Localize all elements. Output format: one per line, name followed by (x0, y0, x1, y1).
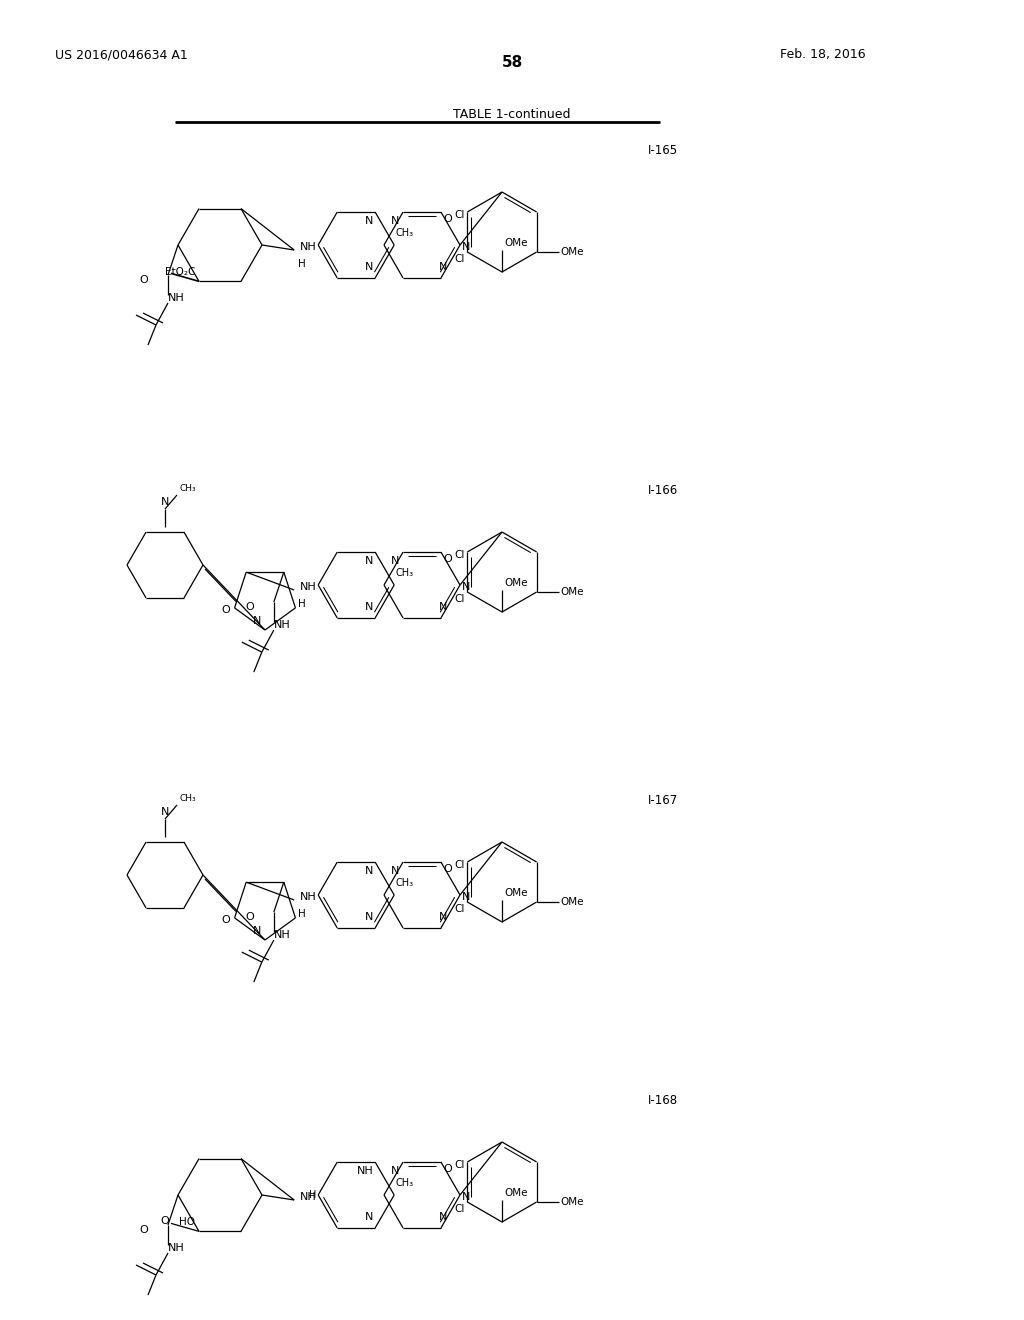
Text: N: N (390, 556, 399, 566)
Text: Cl: Cl (454, 550, 464, 560)
Text: N: N (390, 216, 399, 226)
Text: Cl: Cl (454, 594, 464, 605)
Text: NH: NH (299, 892, 316, 902)
Text: O: O (139, 1225, 148, 1236)
Text: NH: NH (273, 620, 291, 630)
Text: EtO₂C: EtO₂C (165, 268, 195, 277)
Text: O: O (221, 915, 230, 925)
Text: N: N (439, 261, 447, 272)
Text: N: N (161, 807, 169, 817)
Text: O: O (443, 554, 452, 564)
Text: O: O (221, 605, 230, 615)
Text: CH₃: CH₃ (179, 795, 196, 803)
Text: CH₃: CH₃ (396, 878, 414, 888)
Text: N: N (365, 556, 373, 566)
Text: H: H (298, 909, 306, 919)
Text: 58: 58 (502, 55, 522, 70)
Text: N: N (365, 216, 373, 226)
Text: NH: NH (168, 293, 184, 304)
Text: OMe: OMe (504, 238, 527, 248)
Text: CH₃: CH₃ (179, 484, 196, 492)
Text: N: N (390, 1166, 399, 1176)
Text: OMe: OMe (561, 587, 584, 597)
Text: Feb. 18, 2016: Feb. 18, 2016 (780, 48, 865, 61)
Text: OMe: OMe (504, 578, 527, 587)
Text: H: H (309, 1191, 316, 1200)
Text: N: N (365, 912, 373, 921)
Text: CH₃: CH₃ (396, 568, 414, 578)
Text: N: N (439, 1212, 447, 1222)
Text: N: N (253, 927, 261, 936)
Text: NH: NH (299, 582, 316, 591)
Text: O: O (160, 1216, 169, 1226)
Text: N: N (253, 616, 261, 626)
Text: OMe: OMe (561, 898, 584, 907)
Text: NH: NH (168, 1243, 184, 1253)
Text: Cl: Cl (454, 210, 464, 220)
Text: Cl: Cl (454, 1204, 464, 1214)
Text: O: O (245, 912, 254, 923)
Text: NH: NH (299, 242, 316, 252)
Text: TABLE 1-continued: TABLE 1-continued (454, 108, 570, 121)
Text: N: N (390, 866, 399, 876)
Text: NH: NH (299, 1192, 316, 1203)
Text: O: O (443, 1164, 452, 1173)
Text: N: N (365, 261, 373, 272)
Text: N: N (365, 866, 373, 876)
Text: N: N (462, 892, 470, 902)
Text: HO: HO (179, 1217, 195, 1228)
Text: Cl: Cl (454, 253, 464, 264)
Text: OMe: OMe (561, 247, 584, 257)
Text: CH₃: CH₃ (396, 228, 414, 238)
Text: OMe: OMe (504, 888, 527, 898)
Text: N: N (462, 1192, 470, 1203)
Text: I-167: I-167 (648, 795, 678, 807)
Text: US 2016/0046634 A1: US 2016/0046634 A1 (55, 48, 187, 61)
Text: Cl: Cl (454, 1160, 464, 1170)
Text: N: N (161, 498, 169, 507)
Text: O: O (139, 275, 148, 285)
Text: N: N (439, 912, 447, 921)
Text: I-165: I-165 (648, 144, 678, 157)
Text: OMe: OMe (504, 1188, 527, 1199)
Text: NH: NH (356, 1166, 373, 1176)
Text: H: H (298, 259, 306, 269)
Text: O: O (443, 865, 452, 874)
Text: H: H (298, 599, 306, 609)
Text: N: N (365, 1212, 373, 1222)
Text: CH₃: CH₃ (396, 1177, 414, 1188)
Text: I-166: I-166 (648, 484, 678, 498)
Text: OMe: OMe (561, 1197, 584, 1206)
Text: O: O (245, 602, 254, 612)
Text: O: O (443, 214, 452, 224)
Text: N: N (462, 242, 470, 252)
Text: Cl: Cl (454, 904, 464, 913)
Text: N: N (462, 582, 470, 591)
Text: N: N (365, 602, 373, 612)
Text: N: N (439, 602, 447, 612)
Text: NH: NH (273, 931, 291, 940)
Text: I-168: I-168 (648, 1094, 678, 1107)
Text: Cl: Cl (454, 861, 464, 870)
